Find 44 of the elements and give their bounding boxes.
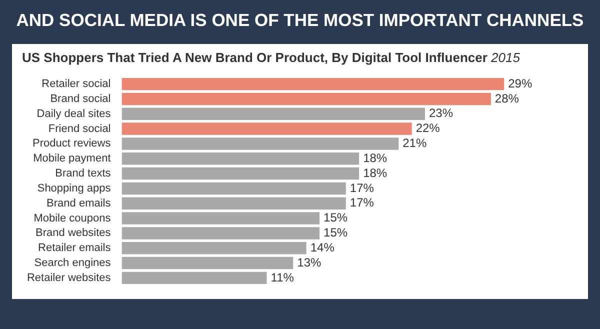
y-tick-label: Mobile payment: [33, 152, 111, 165]
data-label: 21%: [402, 136, 427, 150]
y-tick-label: Daily deal sites: [36, 108, 112, 120]
data-label: 15%: [324, 210, 348, 225]
bar: [122, 152, 360, 165]
y-tick-label: Friend social: [48, 122, 111, 135]
bar: [122, 122, 412, 135]
data-label: 14%: [310, 240, 335, 254]
chart-title: AND SOCIAL MEDIA IS ONE OF THE MOST IMPORTANT CHANNELS: [15, 9, 585, 32]
chart-subtitle: US Shoppers That Tried A New Brand Or Product, By Digital Tool Influencer 2015: [21, 49, 521, 67]
y-tick-label: Brand texts: [55, 168, 112, 180]
bar: [122, 167, 360, 180]
bar: [122, 212, 320, 224]
data-label: 22%: [416, 121, 440, 136]
data-label: 23%: [429, 106, 454, 120]
bar: [122, 92, 491, 106]
data-label: 18%: [363, 166, 388, 180]
y-tick-label: Brand emails: [46, 197, 112, 210]
y-tick-label: Retailer emails: [38, 242, 112, 254]
y-tick-label: Mobile coupons: [34, 212, 112, 224]
data-label: 11%: [270, 270, 294, 284]
bar: [122, 138, 399, 150]
y-tick-label: Retailer social: [42, 78, 111, 90]
bar: [122, 182, 346, 195]
bar: [122, 272, 267, 284]
data-label: 13%: [297, 255, 322, 270]
data-label: 18%: [363, 150, 388, 165]
data-label: 28%: [494, 91, 520, 106]
y-tick-label: Brand social: [50, 93, 111, 106]
y-tick-label: Product reviews: [32, 138, 112, 150]
data-label: 29%: [508, 76, 532, 90]
bar: [122, 78, 504, 90]
bar: [122, 227, 320, 240]
data-label: 17%: [350, 180, 374, 195]
bar: [122, 256, 294, 270]
y-tick-label: Brand websites: [36, 227, 112, 240]
data-label: 15%: [324, 226, 348, 240]
bar: [122, 197, 346, 210]
data-label: 17%: [350, 196, 374, 210]
y-tick-label: Shopping apps: [37, 182, 112, 194]
bar: [122, 242, 306, 254]
y-tick-label: Search engines: [34, 257, 112, 270]
bar: [122, 108, 426, 120]
y-tick-label: Retailer websites: [26, 272, 112, 284]
